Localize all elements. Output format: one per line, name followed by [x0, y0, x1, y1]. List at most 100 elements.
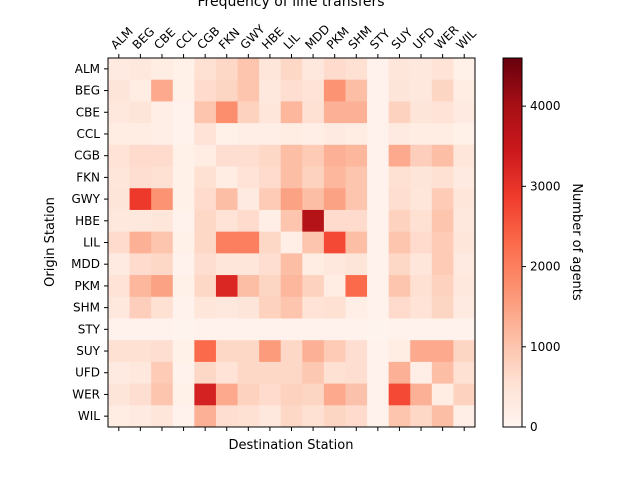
- colorbar: [502, 57, 523, 428]
- heatmap-cell: [151, 101, 174, 124]
- heatmap-cell: [367, 79, 390, 102]
- heatmap-cell: [302, 123, 325, 146]
- heatmap-cell: [215, 275, 238, 298]
- heatmap-cell: [367, 166, 390, 189]
- y-tick-label: ALM: [75, 62, 100, 76]
- heatmap-cell: [453, 275, 476, 298]
- heatmap-cell: [172, 231, 195, 254]
- heatmap-cell: [367, 58, 390, 81]
- heatmap-cell: [237, 275, 260, 298]
- heatmap-cell: [431, 275, 454, 298]
- heatmap-cell: [194, 405, 217, 428]
- heatmap-cell: [259, 361, 282, 384]
- heatmap-cell: [280, 58, 303, 81]
- heatmap-cell: [215, 383, 238, 406]
- heatmap-cell: [431, 361, 454, 384]
- heatmap-cell: [280, 383, 303, 406]
- y-tick-label: PKM: [75, 279, 100, 293]
- heatmap-cell: [237, 123, 260, 146]
- heatmap-cell: [237, 340, 260, 363]
- heatmap-cell: [367, 383, 390, 406]
- heatmap-cell: [129, 296, 152, 319]
- heatmap-cell: [151, 166, 174, 189]
- heatmap-cell: [151, 296, 174, 319]
- heatmap-cell: [151, 405, 174, 428]
- heatmap-cell: [388, 58, 411, 81]
- heatmap-cell: [215, 296, 238, 319]
- heatmap-cell: [410, 383, 433, 406]
- heatmap-cell: [302, 383, 325, 406]
- heatmap-cell: [280, 101, 303, 124]
- heatmap-cell: [410, 253, 433, 276]
- y-tick-label: UFD: [75, 366, 100, 380]
- heatmap-cell: [323, 383, 346, 406]
- heatmap-cell: [410, 231, 433, 254]
- heatmap-cell: [323, 361, 346, 384]
- heatmap-cell: [108, 405, 130, 428]
- y-tick-label: SHM: [73, 301, 100, 315]
- heatmap-cell: [215, 101, 238, 124]
- heatmap-cell: [280, 209, 303, 233]
- heatmap-cell: [108, 101, 130, 124]
- heatmap-cell: [431, 231, 454, 254]
- heatmap-cell: [431, 166, 454, 189]
- heatmap-cell: [302, 58, 325, 81]
- heatmap-cell: [259, 275, 282, 298]
- heatmap-cell: [388, 209, 411, 233]
- heatmap-cell: [388, 340, 411, 363]
- heatmap-cell: [388, 79, 411, 102]
- heatmap-cell: [323, 253, 346, 276]
- heatmap-cell: [431, 58, 454, 81]
- heatmap-cell: [367, 361, 390, 384]
- heatmap-cell: [453, 166, 476, 189]
- x-tick-label: SHM: [346, 23, 375, 52]
- heatmap-cell: [431, 383, 454, 406]
- x-tick-label: CGB: [194, 24, 222, 52]
- y-tick-label: HBE: [75, 214, 100, 228]
- y-tick-labels: ALM BEG CBE CCL CGB FKN GWY HBE LIL MDD PKM SHM STY S…: [71, 62, 108, 423]
- heatmap-cell: [453, 253, 476, 276]
- heatmap-cell: [108, 383, 130, 406]
- heatmap-cell: [237, 188, 260, 211]
- heatmap-cell: [108, 58, 130, 81]
- heatmap-cell: [410, 296, 433, 319]
- heatmap-cell: [108, 361, 130, 384]
- heatmap-cell: [280, 123, 303, 146]
- heatmap-cell: [108, 253, 130, 276]
- colorbar-tick-label: 1000: [530, 340, 561, 354]
- heatmap-cell: [302, 209, 325, 233]
- heatmap-cell: [302, 405, 325, 428]
- heatmap-cell: [129, 253, 152, 276]
- heatmap-cell: [237, 253, 260, 276]
- heatmap-cell: [194, 340, 217, 363]
- heatmap-cell: [172, 101, 195, 124]
- heatmap-cell: [151, 275, 174, 298]
- y-tick-label: GWY: [72, 192, 101, 206]
- heatmap-cell: [172, 405, 195, 428]
- heatmap-cell: [151, 340, 174, 363]
- colorbar-label: Number of agents: [569, 183, 584, 301]
- y-tick-label: FKN: [76, 170, 100, 184]
- heatmap-cell: [453, 340, 476, 363]
- heatmap-cell: [302, 318, 325, 341]
- heatmap-cell: [323, 296, 346, 319]
- heatmap-cell: [237, 58, 260, 81]
- heatmap-cell: [151, 361, 174, 384]
- heatmap-cell: [410, 123, 433, 146]
- heatmap-cell: [151, 79, 174, 102]
- heatmap-cell: [323, 405, 346, 428]
- heatmap-cell: [151, 231, 174, 254]
- heatmap-cell: [172, 275, 195, 298]
- heatmap-cell: [345, 383, 368, 406]
- heatmap-cell: [431, 253, 454, 276]
- heatmap-cell: [194, 383, 217, 406]
- heatmap-cell: [280, 405, 303, 428]
- heatmap-cell: [367, 188, 390, 211]
- colorbar-tick-label: 4000: [530, 99, 561, 113]
- heatmap-cell: [367, 253, 390, 276]
- heatmap-cell: [129, 275, 152, 298]
- chart-title: Frequency of line transfers: [197, 0, 384, 10]
- heatmap-cell: [431, 144, 454, 167]
- heatmap-cell: [367, 296, 390, 319]
